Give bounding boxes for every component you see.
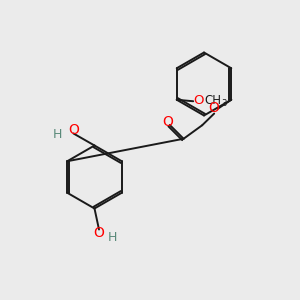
Text: 3: 3 — [221, 99, 226, 108]
Text: O: O — [68, 123, 79, 137]
Text: CH: CH — [205, 94, 222, 107]
Text: O: O — [162, 115, 173, 129]
Text: O: O — [194, 94, 204, 107]
Text: H: H — [52, 128, 62, 142]
Text: O: O — [94, 226, 104, 240]
Text: H: H — [108, 231, 117, 244]
Text: O: O — [209, 100, 220, 115]
